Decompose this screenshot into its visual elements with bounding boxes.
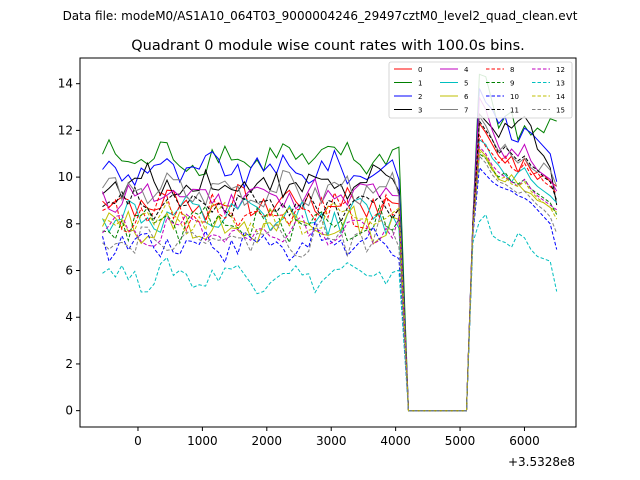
series-12-line bbox=[102, 145, 557, 412]
legend-label-3: 3 bbox=[418, 107, 422, 115]
legend-label-8: 8 bbox=[510, 66, 514, 74]
x-tick-label: 0 bbox=[134, 434, 142, 448]
legend-label-11: 11 bbox=[510, 107, 519, 115]
x-tick-label: 2000 bbox=[252, 434, 283, 448]
series-10-line bbox=[102, 166, 558, 412]
x-tick-label: 6000 bbox=[509, 434, 540, 448]
series-7-line bbox=[102, 114, 558, 412]
legend-label-1: 1 bbox=[418, 80, 422, 88]
series-0-line bbox=[102, 121, 557, 412]
legend-label-13: 13 bbox=[556, 80, 565, 88]
series-9-line bbox=[102, 152, 558, 412]
suptitle: Data file: modeM0/AS1A10_064T03_90000042… bbox=[63, 9, 578, 23]
x-tick-label: 5000 bbox=[445, 434, 476, 448]
legend-label-2: 2 bbox=[418, 93, 422, 101]
series-14-line bbox=[102, 150, 558, 412]
x-tick-label: 4000 bbox=[380, 434, 411, 448]
legend-label-4: 4 bbox=[464, 66, 469, 74]
chart-title: Quadrant 0 module wise count rates with … bbox=[131, 38, 525, 54]
x-tick-label: 3000 bbox=[316, 434, 347, 448]
series-15-line bbox=[102, 154, 558, 412]
series-11-line bbox=[102, 119, 558, 412]
legend-label-14: 14 bbox=[556, 93, 565, 101]
x-tick-label: 1000 bbox=[187, 434, 218, 448]
y-tick-label: 4 bbox=[65, 310, 73, 324]
legend-label-10: 10 bbox=[510, 93, 519, 101]
legend-label-7: 7 bbox=[464, 107, 468, 115]
legend-label-6: 6 bbox=[464, 93, 469, 101]
series-13-line bbox=[102, 213, 558, 412]
series-layer bbox=[102, 73, 558, 412]
legend-label-9: 9 bbox=[510, 80, 514, 88]
series-3-line bbox=[102, 112, 558, 412]
y-tick-label: 2 bbox=[65, 357, 73, 371]
y-ticks: 0 2 4 6 8 10 12 14 bbox=[58, 77, 80, 418]
y-tick-label: 14 bbox=[58, 77, 73, 91]
x-ticks: 0 1000 2000 3000 4000 5000 6000 bbox=[134, 427, 540, 448]
y-tick-label: 8 bbox=[65, 217, 73, 231]
legend-label-15: 15 bbox=[556, 107, 565, 115]
axes-frame bbox=[79, 57, 577, 428]
legend-label-12: 12 bbox=[556, 66, 565, 74]
series-8-line bbox=[102, 133, 558, 412]
y-tick-label: 6 bbox=[65, 264, 73, 278]
axes-background bbox=[80, 58, 576, 427]
x-offset-label: +3.5328e8 bbox=[508, 455, 575, 469]
legend-label-0: 0 bbox=[418, 66, 422, 74]
legend-frame bbox=[388, 61, 573, 119]
y-tick-label: 0 bbox=[65, 404, 73, 418]
y-tick-label: 10 bbox=[58, 170, 73, 184]
legend-label-5: 5 bbox=[464, 80, 468, 88]
y-tick-label: 12 bbox=[58, 123, 73, 137]
